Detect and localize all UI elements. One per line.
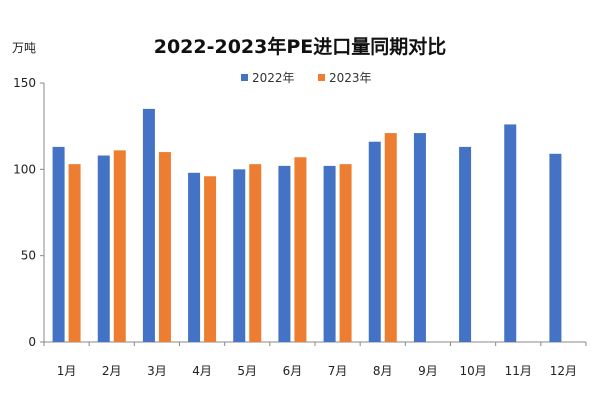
y-tick-label: 50 — [21, 249, 36, 263]
bar-2022年-12月 — [549, 153, 562, 342]
x-tick-label: 8月 — [373, 364, 393, 378]
bar-2023年-5月 — [249, 164, 262, 342]
x-tick-label: 5月 — [237, 364, 257, 378]
y-tick-label: 0 — [28, 335, 36, 349]
bars — [52, 108, 562, 343]
bar-2022年-10月 — [459, 146, 472, 342]
x-tick-label: 9月 — [418, 364, 438, 378]
x-tick-label: 4月 — [192, 364, 212, 378]
bar-2022年-7月 — [323, 165, 336, 342]
x-tick-label: 6月 — [283, 364, 303, 378]
y-axis-tick-labels: 0 50 100 150 — [13, 76, 36, 349]
y-axis-unit-label: 万吨 — [12, 41, 36, 55]
x-tick-label: 10月 — [459, 364, 486, 378]
legend: 2022年 2023年 — [241, 71, 372, 85]
bar-2022年-9月 — [413, 133, 426, 342]
x-tick-label: 3月 — [147, 364, 167, 378]
bar-2022年-3月 — [142, 108, 155, 343]
bar-2023年-7月 — [339, 164, 352, 342]
bar-2023年-8月 — [384, 133, 397, 342]
bar-2023年-3月 — [158, 152, 171, 342]
bar-2023年-6月 — [294, 157, 307, 342]
x-tick-label: 12月 — [550, 364, 577, 378]
x-tick-label: 1月 — [57, 364, 77, 378]
legend-swatch — [241, 74, 248, 81]
bar-2023年-2月 — [113, 150, 126, 342]
x-tick-label: 7月 — [328, 364, 348, 378]
axes — [40, 82, 587, 346]
bar-2022年-11月 — [504, 124, 517, 342]
legend-swatch — [318, 74, 325, 81]
x-axis-tick-labels: 1月 2月 3月 4月 5月 6月 7月 8月 9月 10月 11月 12月 — [57, 364, 577, 378]
legend-label: 2022年 — [252, 71, 295, 85]
y-tick-label: 150 — [13, 76, 36, 90]
bar-2022年-1月 — [52, 146, 65, 342]
chart-title: 2022-2023年PE进口量同期对比 — [154, 35, 447, 58]
legend-label: 2023年 — [329, 71, 372, 85]
y-tick-label: 100 — [13, 162, 36, 176]
bar-2023年-4月 — [204, 176, 217, 342]
bar-2022年-4月 — [188, 172, 201, 342]
x-tick-label: 11月 — [505, 364, 532, 378]
bar-2023年-1月 — [68, 164, 81, 342]
x-tick-label: 2月 — [102, 364, 122, 378]
bar-2022年-5月 — [233, 169, 246, 342]
bar-2022年-6月 — [278, 165, 291, 342]
bar-2022年-2月 — [97, 155, 110, 342]
bar-2022年-8月 — [368, 141, 381, 342]
